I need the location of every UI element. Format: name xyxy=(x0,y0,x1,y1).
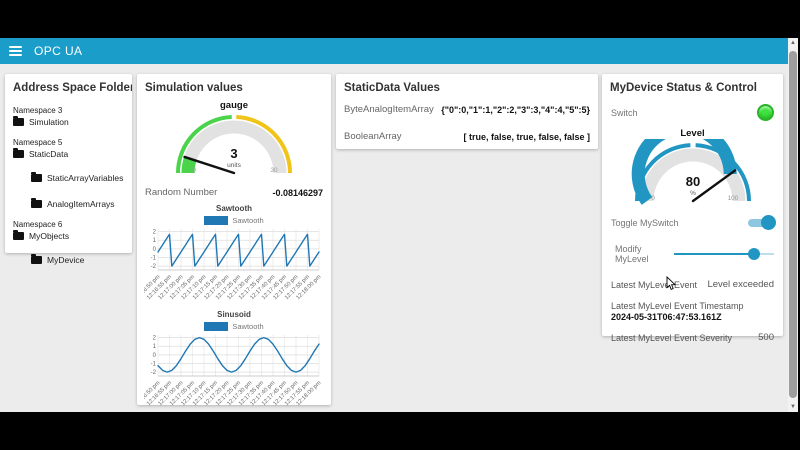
card-mydevice-status: MyDevice Status & Control Switch Level 8… xyxy=(602,74,783,343)
svg-text:0: 0 xyxy=(153,247,157,253)
svg-text:2: 2 xyxy=(153,230,157,236)
card-title-staticdata: StaticData Values xyxy=(344,82,440,94)
random-number-value: -0.08146297 xyxy=(272,187,323,198)
svg-text:30: 30 xyxy=(270,167,278,174)
legend-swatch xyxy=(204,216,229,225)
boolean-array-value: [ true, false, true, false, false ] xyxy=(463,131,590,142)
card-staticdata-values: StaticData Values ByteAnalogItemArray {"… xyxy=(336,74,598,149)
legend-label: Sawtooth xyxy=(232,216,264,225)
folder-icon xyxy=(13,230,24,240)
letterbox-right xyxy=(798,0,800,412)
tree-item-label: StaticArrayVariables xyxy=(47,173,124,183)
random-number-label: Random Number xyxy=(145,187,218,198)
svg-text:100: 100 xyxy=(727,195,738,202)
sinusoid-chart-title: Sinusoid xyxy=(217,310,251,319)
dashboard-content: Address Space Folder Str... Namespace 3 … xyxy=(0,64,788,412)
tree-item-label: MyObjects xyxy=(29,231,70,241)
tree-item-myobjects[interactable]: MyObjects xyxy=(13,230,124,241)
tree-item-staticdata[interactable]: StaticData xyxy=(13,148,124,159)
svg-text:0: 0 xyxy=(651,195,655,202)
timestamp-label: Latest MyLevel Event Timestamp xyxy=(611,301,744,311)
tree-item-simulation[interactable]: Simulation xyxy=(13,116,124,127)
slider-label: Modify MyLevel xyxy=(615,244,649,264)
severity-label: Latest MyLevel Event Severity xyxy=(611,332,733,343)
event-value: Level exceeded xyxy=(707,279,774,290)
severity-row: Latest MyLevel Event Severity 500 xyxy=(602,332,783,343)
svg-text:0: 0 xyxy=(192,167,196,174)
app-header: OPC UA xyxy=(0,38,788,64)
sawtooth-chart-title: Sawtooth xyxy=(216,204,252,213)
svg-text:3: 3 xyxy=(230,146,237,161)
folder-icon xyxy=(13,148,24,158)
namespace-6-label: Namespace 6 xyxy=(13,220,63,229)
boolean-array-label: BooleanArray xyxy=(344,131,402,142)
sinusoid-legend: Sawtooth xyxy=(137,322,331,331)
hamburger-icon xyxy=(8,44,22,58)
svg-text:80: 80 xyxy=(685,174,699,189)
boolean-array-row: BooleanArray [ true, false, true, false,… xyxy=(336,131,598,142)
app-title: OPC UA xyxy=(34,44,83,58)
svg-text:-2: -2 xyxy=(151,370,157,376)
svg-text:-1: -1 xyxy=(151,361,157,367)
svg-text:-2: -2 xyxy=(151,264,157,270)
card-title-mydevice: MyDevice Status & Control xyxy=(610,82,757,94)
tree-item-staticarrayvariables[interactable]: StaticArrayVariables xyxy=(31,172,124,183)
svg-text:%: % xyxy=(690,190,696,197)
mylevel-slider[interactable] xyxy=(674,248,774,260)
tree-item-label: Simulation xyxy=(29,117,69,127)
svg-text:0: 0 xyxy=(153,353,157,359)
folder-icon xyxy=(31,172,42,182)
scroll-down-icon[interactable]: ▼ xyxy=(790,404,796,410)
tree-item-label: StaticData xyxy=(29,149,69,159)
svg-text:1: 1 xyxy=(153,238,157,244)
scroll-up-icon[interactable]: ▲ xyxy=(790,40,796,46)
timestamp-value: 2024-05-31T06:47:53.161Z xyxy=(611,312,722,322)
level-gauge: 80% 0 100 xyxy=(631,139,751,205)
myswitch-toggle[interactable] xyxy=(748,215,776,230)
slider-row: Modify MyLevel xyxy=(602,244,783,264)
card-title-simulation: Simulation values xyxy=(145,82,243,94)
random-number-row: Random Number -0.08146297 xyxy=(137,187,331,198)
namespace-5-label: Namespace 5 xyxy=(13,138,63,147)
card-address-space: Address Space Folder Str... Namespace 3 … xyxy=(5,74,132,265)
sawtooth-legend: Sawtooth xyxy=(137,216,331,225)
event-label: Latest MyLevel Event xyxy=(611,279,698,290)
severity-value: 500 xyxy=(758,332,774,343)
byte-array-label: ByteAnalogItemArray xyxy=(344,104,434,115)
switch-label: Switch xyxy=(611,107,638,118)
switch-row: Switch xyxy=(602,104,783,121)
namespace-3-label: Namespace 3 xyxy=(13,106,63,115)
svg-text:-1: -1 xyxy=(151,255,157,261)
letterbox-top xyxy=(0,0,800,38)
menu-button[interactable] xyxy=(0,38,30,64)
scrollbar-thumb[interactable] xyxy=(789,51,797,398)
folder-icon xyxy=(13,116,24,126)
byte-array-value: {"0":0,"1":1,"2":2,"3":3,"4":4,"5":5} xyxy=(441,104,590,115)
svg-text:units: units xyxy=(227,162,241,169)
folder-icon xyxy=(31,198,42,208)
legend-swatch xyxy=(204,322,229,331)
tree-item-mydevice[interactable]: MyDevice xyxy=(31,254,124,265)
tree-item-label: MyDevice xyxy=(47,255,85,265)
byte-array-row: ByteAnalogItemArray {"0":0,"1":1,"2":2,"… xyxy=(336,104,598,115)
card-simulation-values: Simulation values gauge 3 units 0 30 Random… xyxy=(137,74,331,407)
tree-item-analogitemarrays[interactable]: AnalogItemArrays xyxy=(31,198,124,209)
letterbox-bottom xyxy=(0,412,800,450)
toggle-row: Toggle MySwitch xyxy=(602,215,783,230)
vertical-scrollbar[interactable]: ▲ ▼ xyxy=(788,38,798,412)
gauge-title: gauge xyxy=(220,100,248,111)
svg-text:1: 1 xyxy=(153,344,157,350)
card-title-address-space: Address Space Folder Str... xyxy=(13,82,132,94)
svg-text:2: 2 xyxy=(153,336,157,342)
tree-item-label: AnalogItemArrays xyxy=(47,199,115,209)
toggle-label: Toggle MySwitch xyxy=(611,218,679,228)
led-indicator-on xyxy=(757,104,774,121)
level-gauge-title: Level xyxy=(680,128,705,139)
folder-icon xyxy=(31,254,42,264)
event-row: Latest MyLevel Event Level exceeded xyxy=(602,279,783,290)
legend-label: Sawtooth xyxy=(232,322,264,331)
